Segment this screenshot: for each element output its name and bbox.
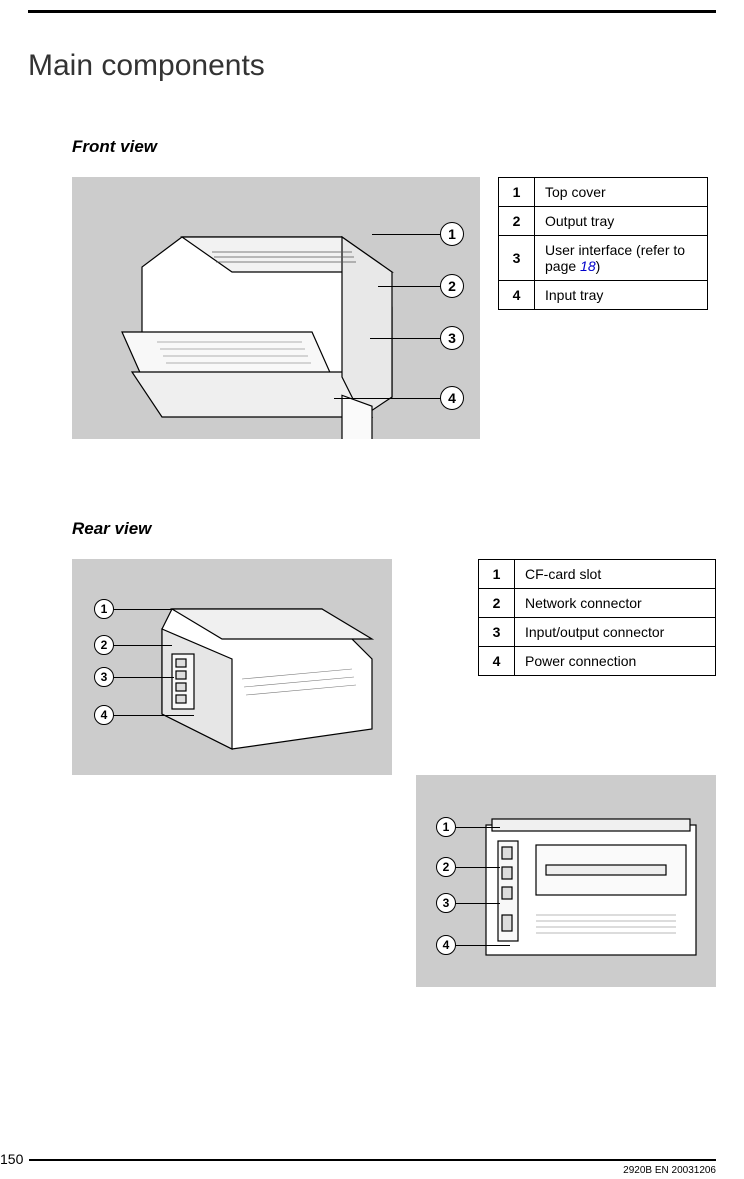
- legend-label: Input/output connector: [515, 618, 716, 647]
- leader-line: [370, 338, 440, 339]
- front-view-row: 1 2 3 4 1 Top cover 2 Output tray 3 User…: [72, 177, 716, 439]
- rear-view-flat-wrap: 1 2 3 4: [28, 775, 716, 987]
- leader-line: [456, 867, 500, 868]
- front-view-diagram: 1 2 3 4: [72, 177, 480, 439]
- callout-3: 3: [94, 667, 114, 687]
- callout-1: 1: [94, 599, 114, 619]
- top-rule: [28, 10, 716, 13]
- legend-label: CF-card slot: [515, 560, 716, 589]
- callout-2: 2: [440, 274, 464, 298]
- leader-line: [114, 677, 174, 678]
- printer-rear-flat-illustration: [416, 775, 716, 987]
- legend-num: 1: [499, 178, 535, 207]
- page-number: 150: [0, 1151, 29, 1167]
- leader-line: [334, 398, 440, 399]
- callout-3: 3: [436, 893, 456, 913]
- legend-label: Input tray: [535, 281, 708, 310]
- table-row: 3 User interface (refer to page 18): [499, 236, 708, 281]
- callout-2: 2: [94, 635, 114, 655]
- page-footer: 150 2920B EN 20031206: [0, 1159, 744, 1161]
- rear-legend-table: 1 CF-card slot 2 Network connector 3 Inp…: [478, 559, 716, 676]
- legend-text-pre: User interface (refer to page: [545, 242, 685, 274]
- page-title: Main components: [28, 49, 716, 83]
- front-legend-table: 1 Top cover 2 Output tray 3 User interfa…: [498, 177, 708, 310]
- legend-label: Power connection: [515, 647, 716, 676]
- leader-line: [114, 715, 194, 716]
- legend-label: Top cover: [535, 178, 708, 207]
- rear-view-heading: Rear view: [72, 519, 716, 539]
- legend-num: 1: [479, 560, 515, 589]
- front-view-heading: Front view: [72, 137, 716, 157]
- legend-num: 2: [479, 589, 515, 618]
- document-id: 2920B EN 20031206: [623, 1165, 716, 1176]
- footer-rule: 150 2920B EN 20031206: [28, 1159, 716, 1161]
- leader-line: [378, 286, 440, 287]
- leader-line: [456, 827, 500, 828]
- rear-view-diagram-iso: 1 2 3 4: [72, 559, 392, 775]
- table-row: 2 Output tray: [499, 207, 708, 236]
- table-row: 4 Power connection: [479, 647, 716, 676]
- rear-view-diagram-flat: 1 2 3 4: [416, 775, 716, 987]
- callout-3: 3: [440, 326, 464, 350]
- callout-1: 1: [436, 817, 456, 837]
- callout-2: 2: [436, 857, 456, 877]
- page-ref-link[interactable]: 18: [580, 258, 596, 274]
- leader-line: [372, 234, 440, 235]
- legend-num: 4: [499, 281, 535, 310]
- callout-4: 4: [436, 935, 456, 955]
- legend-text-post: ): [596, 258, 601, 274]
- leader-line: [456, 945, 510, 946]
- legend-num: 4: [479, 647, 515, 676]
- callout-4: 4: [440, 386, 464, 410]
- printer-front-illustration: [72, 177, 480, 439]
- callout-4: 4: [94, 705, 114, 725]
- legend-num: 3: [499, 236, 535, 281]
- table-row: 1 CF-card slot: [479, 560, 716, 589]
- legend-num: 2: [499, 207, 535, 236]
- leader-line: [114, 645, 172, 646]
- printer-rear-iso-illustration: [72, 559, 392, 775]
- legend-label: User interface (refer to page 18): [535, 236, 708, 281]
- leader-line: [114, 609, 174, 610]
- rear-view-row: 1 2 3 4 1 CF-card slot 2 Network connect…: [72, 559, 716, 775]
- table-row: 4 Input tray: [499, 281, 708, 310]
- callout-1: 1: [440, 222, 464, 246]
- leader-line: [456, 903, 500, 904]
- legend-label: Network connector: [515, 589, 716, 618]
- table-row: 2 Network connector: [479, 589, 716, 618]
- legend-label: Output tray: [535, 207, 708, 236]
- legend-num: 3: [479, 618, 515, 647]
- table-row: 3 Input/output connector: [479, 618, 716, 647]
- table-row: 1 Top cover: [499, 178, 708, 207]
